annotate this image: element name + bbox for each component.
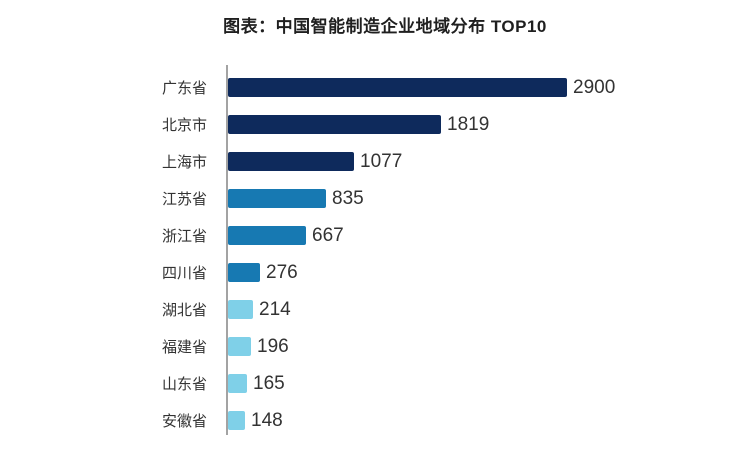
bar-track: 667 [226,217,630,254]
bar-row: 山东省 165 [150,365,630,402]
value-label: 148 [251,409,283,431]
bar-chart: 图表：中国智能制造企业地域分布 TOP10 广东省 2900 北京市 1819 上海市 1… [150,15,630,439]
bar-track: 1077 [226,143,630,180]
bar-track: 1819 [226,106,630,143]
bar-row: 上海市 1077 [150,143,630,180]
bar [228,78,567,97]
bar [228,263,260,282]
category-label: 福建省 [161,339,207,356]
bar-track: 214 [226,291,630,328]
bar-track: 165 [226,365,630,402]
value-label: 165 [253,372,285,394]
bar-track: 2900 [226,69,630,106]
bar [228,411,245,430]
chart-title: 图表：中国智能制造企业地域分布 TOP10 [223,17,547,36]
bar-row: 浙江省 667 [150,217,630,254]
bar-row: 江苏省 835 [150,180,630,217]
bar-track: 196 [226,328,630,365]
value-label: 2900 [573,76,616,98]
category-label: 浙江省 [161,228,207,245]
value-label: 835 [332,187,364,209]
category-label: 四川省 [161,265,207,282]
category-label: 江苏省 [161,191,207,208]
bar-row: 福建省 196 [150,328,630,365]
bar-track: 835 [226,180,630,217]
category-label: 上海市 [161,154,207,171]
value-label: 667 [312,224,344,246]
bar-row: 四川省 276 [150,254,630,291]
bar-row: 广东省 2900 [150,69,630,106]
bar-track: 148 [226,402,630,439]
category-label: 安徽省 [161,413,207,430]
y-axis-line [226,65,228,435]
value-label: 214 [259,298,291,320]
bar [228,152,354,171]
category-label: 广东省 [161,80,207,97]
plot-area: 广东省 2900 北京市 1819 上海市 1077 江苏省 835 浙江省 667 四川省 276 湖… [150,65,630,439]
value-label: 1819 [447,113,490,135]
bar-row: 安徽省 148 [150,402,630,439]
bar-rows: 广东省 2900 北京市 1819 上海市 1077 江苏省 835 浙江省 667 四川省 276 湖… [150,69,630,439]
bar-row: 北京市 1819 [150,106,630,143]
bar [228,115,441,134]
bar [228,189,326,208]
category-label: 湖北省 [161,302,207,319]
bar [228,337,251,356]
bar [228,300,253,319]
bar-track: 276 [226,254,630,291]
bar-row: 湖北省 214 [150,291,630,328]
value-label: 276 [266,261,298,283]
category-label: 北京市 [161,117,207,134]
value-label: 1077 [360,150,403,172]
category-label: 山东省 [161,376,207,393]
bar [228,374,247,393]
bar [228,226,306,245]
value-label: 196 [257,335,289,357]
